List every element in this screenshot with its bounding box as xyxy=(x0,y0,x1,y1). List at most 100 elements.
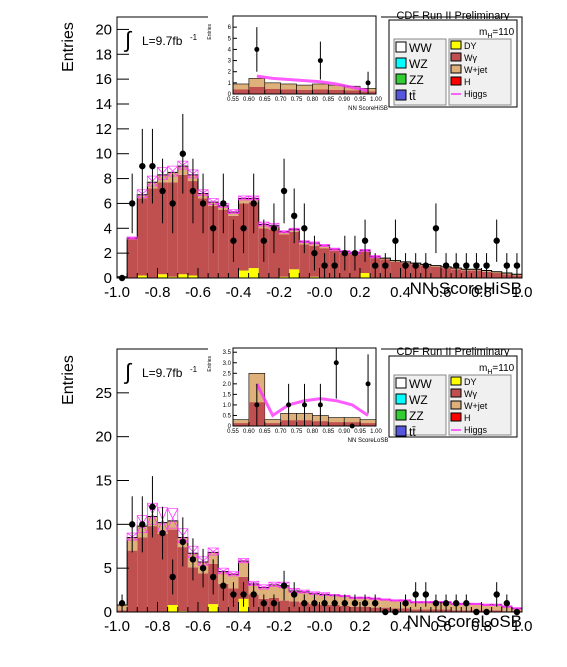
mass-label: mH=110 xyxy=(479,27,515,40)
bar-wγ xyxy=(198,198,209,278)
inset-x-tick-label: 0.55 xyxy=(227,97,239,103)
data-points xyxy=(118,476,521,616)
bar-higgs xyxy=(319,244,331,247)
bar-w+jet xyxy=(491,604,502,611)
x-tick-label: -1.0 xyxy=(104,618,130,635)
bar-w+jet xyxy=(228,574,239,589)
bar-wγ xyxy=(198,573,209,612)
inset-x-tick-label: 1.00 xyxy=(370,429,382,435)
data-point xyxy=(189,187,197,195)
bar-wγ xyxy=(491,273,502,278)
legend-swatch xyxy=(395,73,407,85)
y-tick-label: 6 xyxy=(104,195,112,212)
bar-wγ xyxy=(177,547,188,612)
legend-label: WZ xyxy=(409,393,428,407)
data-point xyxy=(371,600,379,607)
data-point xyxy=(341,600,349,607)
x-tick-label: 0.8 xyxy=(471,284,492,301)
data-point xyxy=(209,225,217,232)
x-tick-label: -0.4 xyxy=(226,618,252,635)
inset-y-tick-label: 1 xyxy=(228,81,232,87)
inset-x-tick-label: 0.75 xyxy=(291,429,303,435)
data-point xyxy=(483,262,490,269)
bar-w+jet xyxy=(167,520,178,530)
hatch-line xyxy=(207,547,219,556)
x-tick-label: -0.8 xyxy=(145,284,171,301)
data-point xyxy=(280,187,288,195)
data-point xyxy=(159,187,166,195)
data-point xyxy=(139,162,146,170)
bar-w+jet xyxy=(319,245,330,249)
data-point xyxy=(331,600,338,607)
inset-higgs xyxy=(256,74,369,93)
inset-y-tick-label: 5 xyxy=(228,36,232,42)
data-point xyxy=(442,600,450,607)
legend-label: DY xyxy=(464,41,477,51)
inset-y-tick-label: 3.5 xyxy=(223,350,232,356)
data-point xyxy=(452,600,460,607)
hatch-line xyxy=(309,591,320,596)
bar-wγ xyxy=(127,550,138,612)
inset-x-tick-label: 0.95 xyxy=(354,97,366,103)
bar-wγ xyxy=(157,533,168,612)
y-tick-label: 15 xyxy=(95,473,112,490)
legend-swatch xyxy=(395,377,407,389)
hatch-line xyxy=(258,584,270,590)
y-tick-label: 10 xyxy=(95,146,112,163)
bar-w+jet xyxy=(491,271,502,274)
y-axis-label: Entries xyxy=(60,22,77,72)
data-point xyxy=(422,591,430,598)
legend-swatch xyxy=(450,412,462,422)
data-point xyxy=(230,237,237,244)
legend-label: DY xyxy=(464,377,477,387)
header-text: CDF Run II Preliminary xyxy=(396,346,510,358)
legend-label: W+jet xyxy=(464,401,488,411)
bar-higgs xyxy=(258,584,270,590)
bar-higgs xyxy=(126,236,138,240)
bar-wγ xyxy=(360,251,371,274)
data-point xyxy=(412,262,419,269)
data-point xyxy=(361,600,369,607)
inset-plot: 0.55 0.60 0.65 0.70 0.75 0.80 0.85 0.90 0.95 1.00… xyxy=(207,12,388,120)
data-point xyxy=(513,262,521,269)
inset-higgs xyxy=(255,383,369,418)
integral-sign: ∫ xyxy=(123,27,133,52)
inset-x-tick-label: 0.65 xyxy=(259,97,271,103)
legend-swatch xyxy=(450,40,462,50)
x-tick-label: -0.0 xyxy=(307,618,333,635)
bar-dy xyxy=(167,604,178,612)
data-point xyxy=(290,212,298,220)
data-point xyxy=(432,225,440,232)
lumi-label: ∫ L=9.7fb -1 xyxy=(123,27,198,52)
data-point xyxy=(169,573,176,581)
bar-dy xyxy=(248,268,259,278)
data-point xyxy=(351,249,359,257)
y-tick-label: 5 xyxy=(104,560,112,577)
legend-label: Higgs xyxy=(464,425,488,435)
legend-label: Higgs xyxy=(464,89,488,99)
bar-wγ xyxy=(390,261,401,278)
lumi-exponent: -1 xyxy=(190,365,198,374)
inset-y-axis-label: Entries xyxy=(207,356,213,372)
inset-y-tick-label: 6 xyxy=(228,25,232,31)
bar-dy xyxy=(187,275,198,278)
data-point xyxy=(473,262,480,269)
data-point xyxy=(412,591,419,598)
hatch-line xyxy=(238,558,249,564)
bar-wγ xyxy=(268,229,279,278)
inset-y-tick-label: 3.0 xyxy=(223,361,232,367)
bar-wγ xyxy=(137,198,148,276)
data-point xyxy=(503,262,511,269)
hatch-line xyxy=(167,165,179,177)
bar-w+jet xyxy=(258,587,269,599)
inset-x-tick-label: 0.55 xyxy=(227,429,239,435)
legend: mH=110 WW WZ ZZ tt̄ DY Wγ W+jet H Higgs xyxy=(388,19,518,108)
lumi-text: L=9.7fb xyxy=(142,34,183,48)
hatch-line xyxy=(481,603,492,606)
bar-wγ xyxy=(137,537,148,612)
x-tick-label: -0.8 xyxy=(145,618,171,635)
legend-label: WW xyxy=(409,377,432,391)
x-axis: -1.0 -0.8 -0.6 -0.4 -0.2 -0.0 0.2 0.4 0.6 0.8 1.0N… xyxy=(104,602,532,635)
inset-x-tick-label: 0.85 xyxy=(322,429,334,435)
